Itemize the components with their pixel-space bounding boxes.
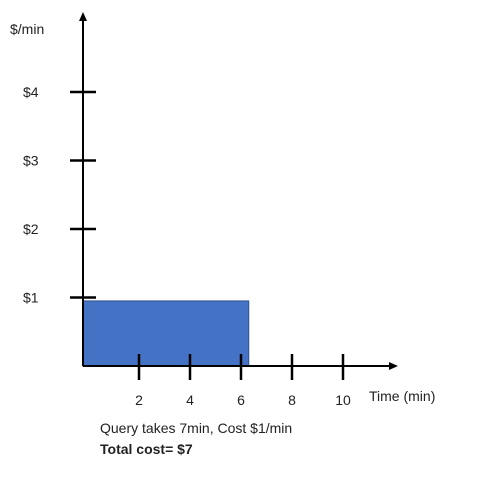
x-tick-label-10: 10	[335, 392, 351, 408]
y-axis-label: $/min	[10, 21, 45, 37]
bar-0	[82, 300, 250, 367]
x-axis-label: Time (min)	[369, 388, 436, 404]
y-tick-label-1: $1	[23, 290, 39, 306]
x-tick-label-6: 6	[237, 392, 245, 408]
caption-query-info: Query takes 7min, Cost $1/min	[100, 420, 293, 436]
x-tick-label-8: 8	[288, 392, 296, 408]
y-tick-label-3: $3	[23, 153, 39, 169]
y-tick-label-4: $4	[23, 84, 39, 100]
x-tick-label-2: 2	[135, 392, 143, 408]
x-tick-label-4: 4	[186, 392, 194, 408]
y-tick-label-2: $2	[23, 221, 39, 237]
x-axis-arrow	[389, 362, 398, 370]
caption-total-cost: Total cost= $7	[100, 441, 193, 457]
y-axis-arrow	[79, 12, 87, 21]
